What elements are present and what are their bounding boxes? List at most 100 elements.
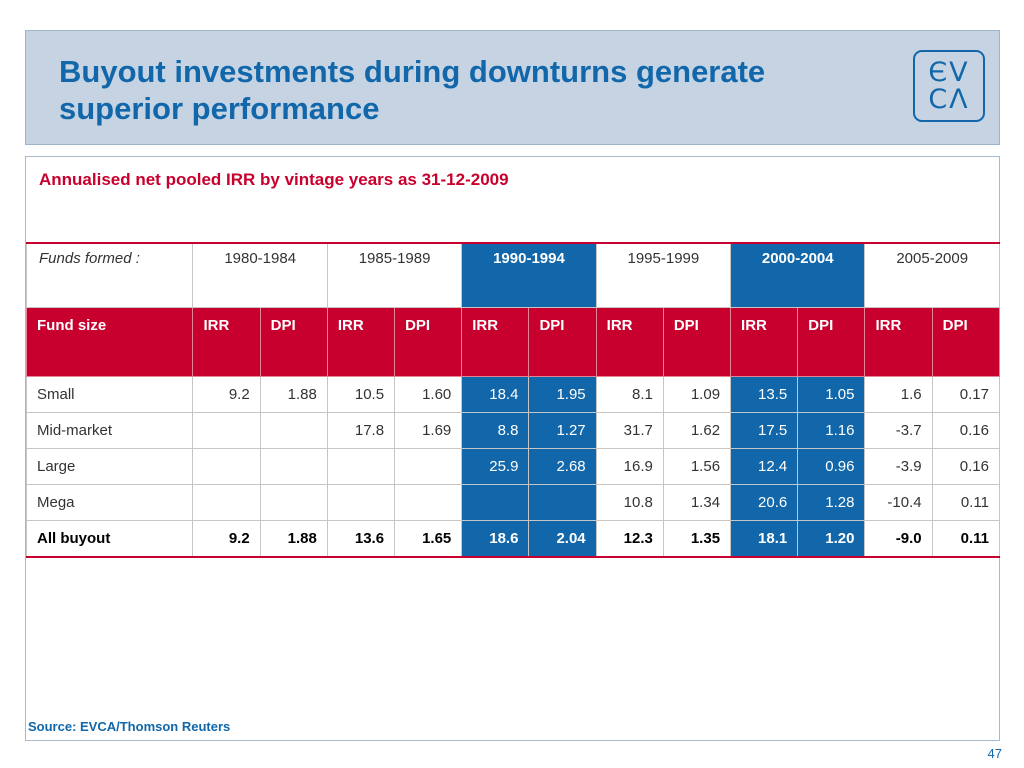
metric-header: IRR bbox=[730, 307, 799, 377]
table-cell bbox=[192, 412, 261, 449]
row-label: Mega bbox=[25, 484, 194, 521]
logo-line-2: CΛ bbox=[928, 84, 970, 115]
table-cell: 2.68 bbox=[528, 448, 597, 485]
metric-header: DPI bbox=[662, 307, 732, 377]
table-body: Small 9.2 1.88 10.5 1.60 18.4 1.95 8.1 1.09 13.5 1… bbox=[25, 376, 1001, 558]
table-cell bbox=[192, 484, 261, 521]
table-cell: 1.27 bbox=[528, 412, 597, 449]
table-cell: 0.11 bbox=[931, 484, 1001, 521]
table-row: Mid-market 17.8 1.69 8.8 1.27 31.7 1.62 17.5 1.1… bbox=[25, 412, 1001, 449]
table-cell: -3.9 bbox=[864, 448, 933, 485]
table-subtitle: Annualised net pooled IRR by vintage yea… bbox=[39, 170, 509, 189]
table-cell: 1.6 bbox=[864, 376, 933, 413]
metric-header: IRR bbox=[864, 307, 933, 377]
table-row: Small 9.2 1.88 10.5 1.60 18.4 1.95 8.1 1.09 13.5 1… bbox=[25, 376, 1001, 413]
table-cell bbox=[259, 484, 328, 521]
period-header: 1990-1994 bbox=[461, 242, 597, 308]
table-cell: 1.60 bbox=[394, 376, 463, 413]
metric-header: DPI bbox=[797, 307, 866, 377]
table-cell: 20.6 bbox=[730, 484, 799, 521]
metric-header: DPI bbox=[394, 307, 463, 377]
row-label: All buyout bbox=[25, 520, 194, 558]
table-cell bbox=[528, 484, 597, 521]
table-cell: 25.9 bbox=[461, 448, 530, 485]
table-cell: 1.62 bbox=[662, 412, 732, 449]
table-cell: 0.16 bbox=[931, 448, 1001, 485]
metric-header: DPI bbox=[259, 307, 328, 377]
source-note: Source: EVCA/Thomson Reuters bbox=[28, 719, 231, 734]
funds-formed-label: Funds formed : bbox=[25, 242, 194, 308]
evca-logo: ЄV CΛ bbox=[913, 50, 985, 122]
page-number: 47 bbox=[987, 746, 1002, 761]
table-cell: 17.8 bbox=[326, 412, 396, 449]
table-cell: 17.5 bbox=[730, 412, 799, 449]
table-cell bbox=[326, 448, 396, 485]
table-cell bbox=[259, 448, 328, 485]
table-cell: 1.20 bbox=[797, 520, 866, 558]
metric-header: IRR bbox=[192, 307, 261, 377]
table-row: All buyout 9.2 1.88 13.6 1.65 18.6 2.04 12.3 1.3… bbox=[25, 520, 1001, 558]
period-header: 2000-2004 bbox=[730, 242, 866, 308]
table-cell: 1.34 bbox=[662, 484, 732, 521]
metric-header: IRR bbox=[595, 307, 664, 377]
periods-header-row: Funds formed : 1980-1984 1985-1989 1990-… bbox=[25, 242, 1000, 308]
table-cell: 9.2 bbox=[192, 376, 261, 413]
table-cell: 13.6 bbox=[326, 520, 396, 558]
table-cell: 8.1 bbox=[595, 376, 664, 413]
table-cell: 0.11 bbox=[931, 520, 1001, 558]
table-cell bbox=[461, 484, 530, 521]
table-cell: 10.5 bbox=[326, 376, 396, 413]
period-header: 1995-1999 bbox=[595, 242, 732, 308]
table-cell bbox=[394, 448, 463, 485]
content-panel: Annualised net pooled IRR by vintage yea… bbox=[25, 156, 1001, 741]
period-header: 1985-1989 bbox=[326, 242, 463, 308]
table-cell bbox=[259, 412, 328, 449]
table-cell: 16.9 bbox=[595, 448, 664, 485]
table-cell: 1.05 bbox=[797, 376, 866, 413]
table-row: Mega 10.8 1.34 20.6 1.28 -10.4 0.11 bbox=[25, 484, 1001, 521]
fund-size-header-row: Fund size IRR DPI IRR DPI IRR DPI IRR DP… bbox=[25, 307, 1001, 377]
page-title: Buyout investments during downturns gene… bbox=[59, 54, 766, 126]
table-cell: 2.04 bbox=[528, 520, 597, 558]
table-cell: -9.0 bbox=[864, 520, 933, 558]
table-cell: 1.56 bbox=[662, 448, 732, 485]
logo-line-1: ЄV bbox=[928, 57, 970, 88]
metric-header: IRR bbox=[326, 307, 396, 377]
irr-table: Funds formed : 1980-1984 1985-1989 1990-… bbox=[25, 242, 1001, 558]
table-cell: 0.17 bbox=[931, 376, 1001, 413]
table-cell: 0.16 bbox=[931, 412, 1001, 449]
table-cell: 1.35 bbox=[662, 520, 732, 558]
table-cell: 1.28 bbox=[797, 484, 866, 521]
table-cell bbox=[192, 448, 261, 485]
table-cell: 1.69 bbox=[394, 412, 463, 449]
table-cell: 18.6 bbox=[461, 520, 530, 558]
period-header: 1980-1984 bbox=[192, 242, 328, 308]
metric-header: IRR bbox=[461, 307, 530, 377]
row-label: Large bbox=[25, 448, 194, 485]
table-cell: 1.88 bbox=[259, 376, 328, 413]
table-cell: 1.88 bbox=[259, 520, 328, 558]
fund-size-label: Fund size bbox=[25, 307, 194, 377]
table-cell: 1.95 bbox=[528, 376, 597, 413]
table-cell: 1.09 bbox=[662, 376, 732, 413]
table-cell: -3.7 bbox=[864, 412, 933, 449]
period-header: 2005-2009 bbox=[864, 242, 1000, 308]
table-cell: 1.65 bbox=[394, 520, 463, 558]
table-cell: 1.16 bbox=[797, 412, 866, 449]
metric-header: DPI bbox=[528, 307, 597, 377]
table-cell: 18.1 bbox=[730, 520, 799, 558]
table-cell: 0.96 bbox=[797, 448, 866, 485]
table-cell: 9.2 bbox=[192, 520, 261, 558]
row-label: Mid-market bbox=[25, 412, 194, 449]
table-cell: 10.8 bbox=[595, 484, 664, 521]
table-cell: 12.4 bbox=[730, 448, 799, 485]
title-banner: Buyout investments during downturns gene… bbox=[25, 30, 1000, 145]
table-cell bbox=[326, 484, 396, 521]
table-cell: 18.4 bbox=[461, 376, 530, 413]
table-cell bbox=[394, 484, 463, 521]
table-row: Large 25.9 2.68 16.9 1.56 12.4 0.96 -3.9 0.16 bbox=[25, 448, 1001, 485]
table-cell: 31.7 bbox=[595, 412, 664, 449]
table-cell: -10.4 bbox=[864, 484, 933, 521]
row-label: Small bbox=[25, 376, 194, 413]
metric-header: DPI bbox=[931, 307, 1001, 377]
